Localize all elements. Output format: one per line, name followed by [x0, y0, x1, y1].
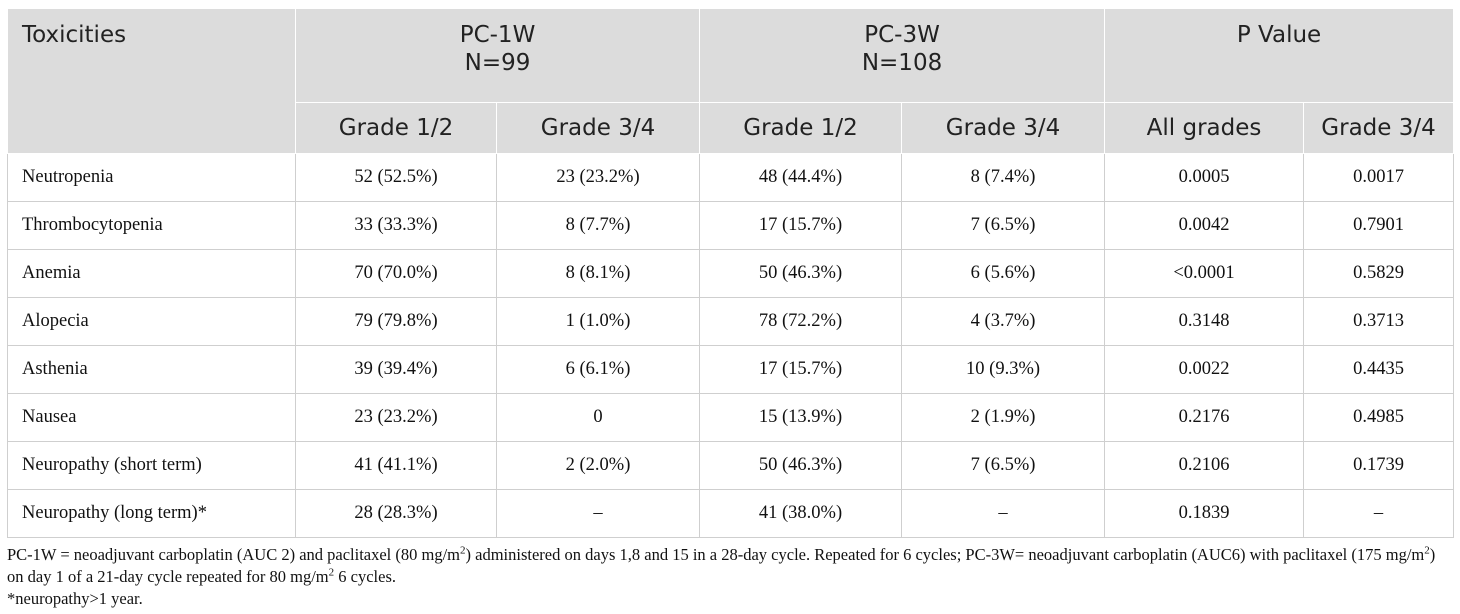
row-label: Thrombocytopenia: [7, 201, 296, 250]
table-row: Thrombocytopenia 33 (33.3%) 8 (7.7%) 17 …: [7, 201, 1455, 250]
footnote-definitions: PC-1W = neoadjuvant carboplatin (AUC 2) …: [7, 544, 1453, 588]
table-cell: 0.2176: [1104, 393, 1305, 442]
table-cell: 70 (70.0%): [295, 249, 497, 298]
row-label: Nausea: [7, 393, 296, 442]
table-cell: 0: [495, 393, 701, 442]
table-cell: 6 (5.6%): [901, 249, 1106, 298]
table-cell: 52 (52.5%): [295, 153, 497, 202]
table-cell: 0.1839: [1104, 489, 1305, 538]
table-cell: 0.4435: [1303, 345, 1455, 394]
table-cell: 7 (6.5%): [901, 441, 1106, 490]
header-pc1w-n: N=99: [464, 50, 531, 76]
row-label: Neuropathy (short term): [7, 441, 296, 490]
table-cell: –: [495, 489, 701, 538]
table-cell: 78 (72.2%): [699, 297, 903, 346]
header-toxicities: Toxicities: [7, 8, 296, 154]
table-cell: 0.3713: [1303, 297, 1455, 346]
header-pvalue: P Value: [1104, 8, 1455, 103]
footnote-sup-3: 2: [328, 566, 335, 579]
table-cell: 17 (15.7%): [699, 201, 903, 250]
table-cell: 23 (23.2%): [495, 153, 701, 202]
toxicity-table: Toxicities PC-1W N=99 PC-3W N=108 P Valu…: [7, 8, 1455, 538]
subheader-p-grade34: Grade 3/4: [1303, 102, 1455, 154]
row-label: Alopecia: [7, 297, 296, 346]
footnote-sup-1: 2: [460, 544, 466, 557]
footnote-sup-2: 2: [1424, 544, 1430, 557]
row-label: Anemia: [7, 249, 296, 298]
row-label: Neutropenia: [7, 153, 296, 202]
table-row: Neutropenia 52 (52.5%) 23 (23.2%) 48 (44…: [7, 153, 1455, 202]
table-cell: 8 (7.4%): [901, 153, 1106, 202]
table-row: Anemia 70 (70.0%) 8 (8.1%) 50 (46.3%) 6 …: [7, 249, 1455, 298]
table-cell: 0.0022: [1104, 345, 1305, 394]
table-row: Nausea 23 (23.2%) 0 15 (13.9%) 2 (1.9%) …: [7, 393, 1455, 442]
table-cell: 79 (79.8%): [295, 297, 497, 346]
table-cell: –: [1303, 489, 1455, 538]
header-group-pc1w: PC-1W N=99: [294, 8, 701, 103]
table-cell: 17 (15.7%): [699, 345, 903, 394]
table-cell: 28 (28.3%): [295, 489, 497, 538]
table-cell: 0.5829: [1303, 249, 1455, 298]
header-pc3w-name: PC-3W: [864, 22, 940, 48]
table-row: Asthenia 39 (39.4%) 6 (6.1%) 17 (15.7%) …: [7, 345, 1455, 394]
table-cell: 1 (1.0%): [495, 297, 701, 346]
table-cell: 41 (41.1%): [295, 441, 497, 490]
footnote-text-2: ) administered on days 1,8 and 15 in a 2…: [465, 545, 1425, 564]
table-cell: 50 (46.3%): [699, 441, 903, 490]
table-footnote: PC-1W = neoadjuvant carboplatin (AUC 2) …: [7, 544, 1453, 610]
row-label: Asthenia: [7, 345, 296, 394]
table-cell: 0.7901: [1303, 201, 1455, 250]
table-cell: 41 (38.0%): [699, 489, 903, 538]
footnote-text-4: 6 cycles.: [334, 567, 396, 586]
table-cell: 0.1739: [1303, 441, 1455, 490]
table-cell: 0.2106: [1104, 441, 1305, 490]
table-cell: 0.0042: [1104, 201, 1305, 250]
footnote-asterisk-note: *neuropathy>1 year.: [7, 589, 143, 608]
table-cell: 10 (9.3%): [901, 345, 1106, 394]
header-group-pc3w: PC-3W N=108: [699, 8, 1106, 103]
table-cell: 6 (6.1%): [495, 345, 701, 394]
header-row-1: Toxicities PC-1W N=99 PC-3W N=108 P Valu…: [7, 8, 1455, 154]
table-cell: 48 (44.4%): [699, 153, 903, 202]
table-cell: 2 (2.0%): [495, 441, 701, 490]
subheader-pc3w-grade12: Grade 1/2: [699, 102, 903, 154]
table-row: Neuropathy (short term) 41 (41.1%) 2 (2.…: [7, 441, 1455, 490]
subheader-pc1w-grade34: Grade 3/4: [495, 102, 701, 154]
table-cell: 0.0005: [1104, 153, 1305, 202]
table-row: Alopecia 79 (79.8%) 1 (1.0%) 78 (72.2%) …: [7, 297, 1455, 346]
table-cell: 0.0017: [1303, 153, 1455, 202]
header-row-2: Grade 1/2 Grade 3/4 Grade 1/2 Grade 3/4 …: [8, 102, 1455, 154]
row-label: Neuropathy (long term)*: [7, 489, 296, 538]
header-pc3w-n: N=108: [861, 50, 943, 76]
table-cell: –: [901, 489, 1106, 538]
table-row: Neuropathy (long term)* 28 (28.3%) – 41 …: [7, 489, 1455, 538]
subheader-pc1w-grade12: Grade 1/2: [295, 102, 497, 154]
header-pc1w-name: PC-1W: [459, 22, 536, 48]
subheader-pc3w-grade34: Grade 3/4: [901, 102, 1106, 154]
toxicity-table-container: Toxicities PC-1W N=99 PC-3W N=108 P Valu…: [7, 8, 1455, 610]
table-cell: 39 (39.4%): [295, 345, 497, 394]
table-cell: 2 (1.9%): [901, 393, 1106, 442]
table-cell: 4 (3.7%): [901, 297, 1106, 346]
footnote-text-1: PC-1W = neoadjuvant carboplatin (AUC 2) …: [7, 545, 461, 564]
subheader-p-all-grades: All grades: [1104, 102, 1305, 154]
table-cell: <0.0001: [1104, 249, 1305, 298]
table-cell: 0.4985: [1303, 393, 1455, 442]
footnote-text-3: ) on day 1 of a 21-day cycle repeated fo…: [7, 545, 1436, 586]
table-cell: 15 (13.9%): [699, 393, 903, 442]
table-cell: 8 (7.7%): [495, 201, 701, 250]
table-cell: 50 (46.3%): [699, 249, 903, 298]
table-cell: 33 (33.3%): [295, 201, 497, 250]
table-cell: 8 (8.1%): [495, 249, 701, 298]
table-cell: 0.3148: [1104, 297, 1305, 346]
table-cell: 7 (6.5%): [901, 201, 1106, 250]
table-cell: 23 (23.2%): [295, 393, 497, 442]
